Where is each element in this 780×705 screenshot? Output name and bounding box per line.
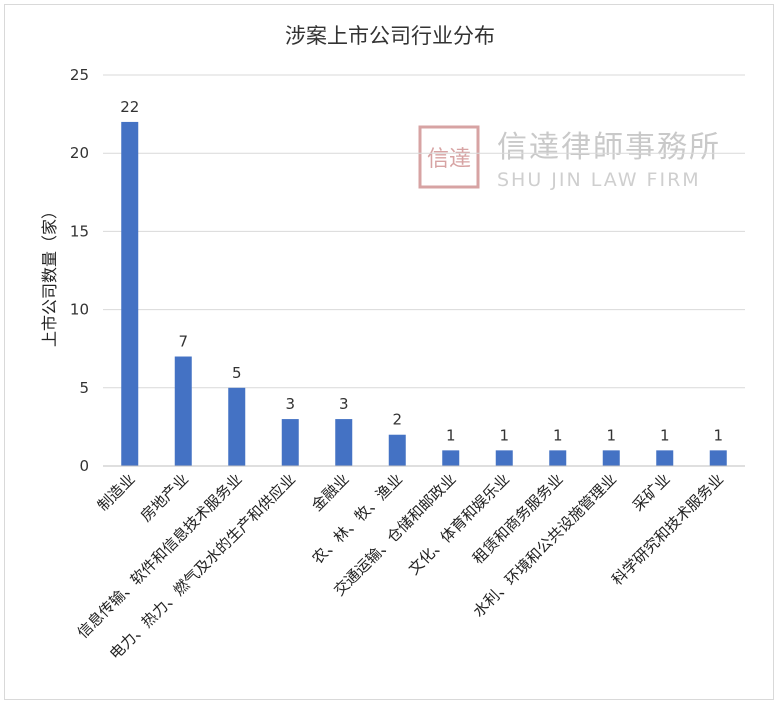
bar-value-label: 1 (553, 426, 563, 444)
bar-value-label: 3 (285, 395, 295, 413)
watermark-seal-text: 信達 (427, 147, 471, 172)
bar (442, 450, 460, 466)
bar-value-label: 3 (339, 395, 349, 413)
x-category-label: 制造业 (94, 470, 139, 515)
bar (656, 450, 674, 466)
bar (388, 434, 406, 466)
x-category-label: 租赁和商务服务业 (469, 470, 567, 568)
x-category-label: 金融业 (308, 470, 353, 515)
bar (228, 387, 246, 466)
y-axis-label: 上市公司数量（家） (40, 203, 59, 347)
y-axis-ticks: 0 5 10 15 20 25 (70, 66, 89, 475)
x-category-label: 房地产业 (137, 470, 192, 525)
bar-value-label: 1 (660, 426, 670, 444)
bar (121, 121, 139, 467)
bar-value-label: 2 (392, 411, 402, 429)
watermark: 信達 信達律師事務所 SHU JIN LAW FIRM (418, 125, 721, 191)
bar (174, 356, 192, 466)
bar (709, 450, 727, 466)
bar-chart: 涉案上市公司行业分布 信達 信達律師事務所 SHU JIN LAW FIRM 0… (40, 24, 745, 663)
bars (121, 121, 727, 467)
gridlines (103, 74, 745, 389)
y-tick-label: 0 (79, 457, 89, 475)
watermark-seal (418, 125, 480, 189)
x-category-label: 农、林、牧、渔业 (308, 470, 406, 568)
watermark-name-en: SHU JIN LAW FIRM (497, 169, 701, 191)
y-tick-label: 15 (70, 222, 89, 240)
x-category-label: 文化、体育和娱乐业 (405, 470, 513, 578)
y-tick-label: 25 (70, 66, 89, 84)
bar (281, 419, 299, 466)
bar-value-label: 22 (120, 98, 139, 116)
x-axis-categories: 制造业房地产业信息传输、软件和信息技术服务业电力、热力、燃气及水的生产和供应业金… (74, 470, 727, 663)
y-tick-label: 20 (70, 144, 89, 162)
bar-value-label: 1 (446, 426, 456, 444)
watermark-name-cn: 信達律師事務所 (497, 130, 721, 165)
bar (602, 450, 620, 466)
bar-value-label: 7 (178, 333, 188, 351)
bar-value-label: 1 (606, 426, 616, 444)
bar-value-label: 1 (713, 426, 723, 444)
data-labels: 22 7 5 3 3 2 1 1 1 1 1 1 (120, 98, 723, 444)
y-tick-label: 10 (70, 301, 89, 319)
bar-value-label: 1 (499, 426, 509, 444)
bar (335, 419, 353, 466)
x-category-label: 采矿业 (629, 470, 674, 515)
bar (495, 450, 513, 466)
y-tick-label: 5 (79, 379, 89, 397)
bar (549, 450, 567, 466)
bar-value-label: 5 (232, 364, 242, 382)
chart-frame: 涉案上市公司行业分布 信達 信達律師事務所 SHU JIN LAW FIRM 0… (4, 4, 774, 700)
chart-title: 涉案上市公司行业分布 (285, 24, 495, 48)
